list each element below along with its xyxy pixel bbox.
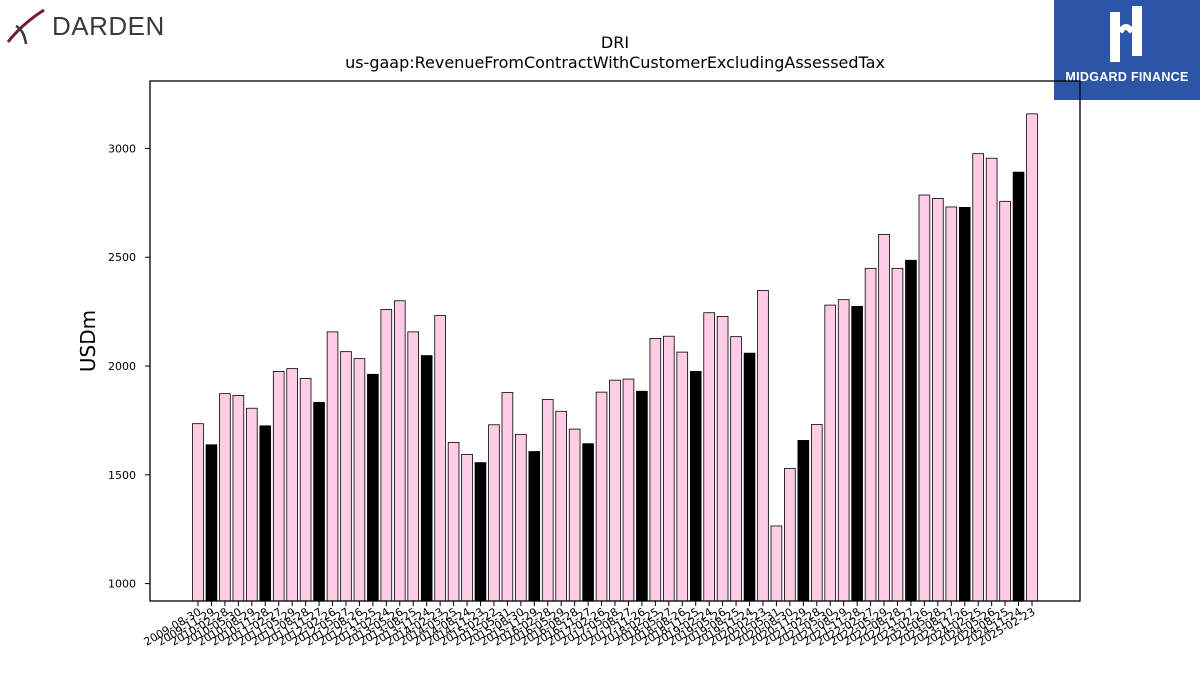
bar [555, 410, 567, 602]
midgard-brand-text: MIDGARD FINANCE [1065, 70, 1189, 84]
darden-logo: DARDEN [4, 4, 174, 48]
bar [299, 378, 312, 602]
bar [636, 390, 648, 602]
chart-title: DRI [601, 33, 629, 52]
bar [932, 198, 944, 602]
y-tick-label: 3000 [108, 142, 136, 155]
bar [663, 335, 675, 602]
bar [649, 337, 662, 602]
bar [985, 157, 998, 602]
midgard-logo-mark [1110, 6, 1142, 62]
bar [501, 392, 514, 602]
bar [393, 300, 406, 602]
bar [474, 462, 487, 602]
bar [582, 443, 594, 602]
bars-group [192, 113, 1038, 602]
darden-wordmark: DARDEN [52, 10, 165, 41]
bar [420, 355, 433, 602]
darden-logo-mark [6, 8, 45, 45]
bar [837, 299, 850, 602]
bar [488, 424, 500, 602]
chart-subtitle: us-gaap:RevenueFromContractWithCustomerE… [345, 53, 885, 72]
bar [716, 316, 729, 602]
bar [878, 233, 890, 602]
bar [407, 331, 420, 602]
bar [219, 393, 231, 602]
y-tick-label: 2000 [108, 360, 136, 373]
bar [999, 200, 1011, 602]
bar [447, 441, 460, 602]
bar [246, 407, 258, 602]
bar [905, 259, 917, 602]
bar [192, 423, 204, 602]
bar [743, 352, 756, 602]
midgard-finance-logo: MIDGARD FINANCE [1054, 0, 1200, 100]
bar [945, 206, 958, 602]
bar [353, 358, 366, 602]
bar [730, 336, 742, 602]
bar [609, 379, 621, 602]
y-axis: 1000 1500 2000 2500 3000 [108, 142, 150, 591]
bar [918, 194, 931, 602]
bar [434, 315, 446, 602]
bar [770, 525, 783, 602]
bar [891, 267, 904, 602]
y-tick-label: 2500 [108, 251, 136, 264]
bar [595, 391, 608, 602]
bar [810, 424, 823, 602]
bar [864, 267, 877, 602]
bar [461, 453, 473, 602]
bar [380, 309, 393, 602]
y-tick-label: 1000 [108, 578, 136, 591]
bar [757, 290, 769, 602]
bar [1026, 113, 1038, 602]
x-axis: 2009-08-302009-11-292010-02-282010-05-30… [142, 601, 1038, 649]
bar [851, 306, 863, 602]
bar [958, 207, 971, 602]
bar [622, 378, 635, 602]
bar [367, 373, 379, 602]
bar [259, 425, 272, 602]
y-axis-title: USDm [76, 310, 100, 372]
bar [515, 433, 527, 602]
bar [340, 351, 352, 602]
y-tick-label: 1500 [108, 469, 136, 482]
bar [205, 444, 218, 602]
bar [824, 304, 837, 602]
bar [689, 371, 702, 602]
bar [676, 351, 689, 602]
bar [286, 368, 298, 602]
bar [272, 371, 285, 602]
bar [703, 312, 715, 602]
bar [972, 153, 984, 602]
bar [797, 440, 810, 602]
bar [568, 428, 581, 602]
bar [326, 331, 339, 602]
bar [541, 399, 554, 602]
plot-frame [149, 80, 1081, 602]
bar [528, 451, 541, 602]
bar [1012, 171, 1025, 602]
bar [313, 401, 325, 602]
bar [784, 468, 796, 602]
bar [232, 394, 245, 602]
